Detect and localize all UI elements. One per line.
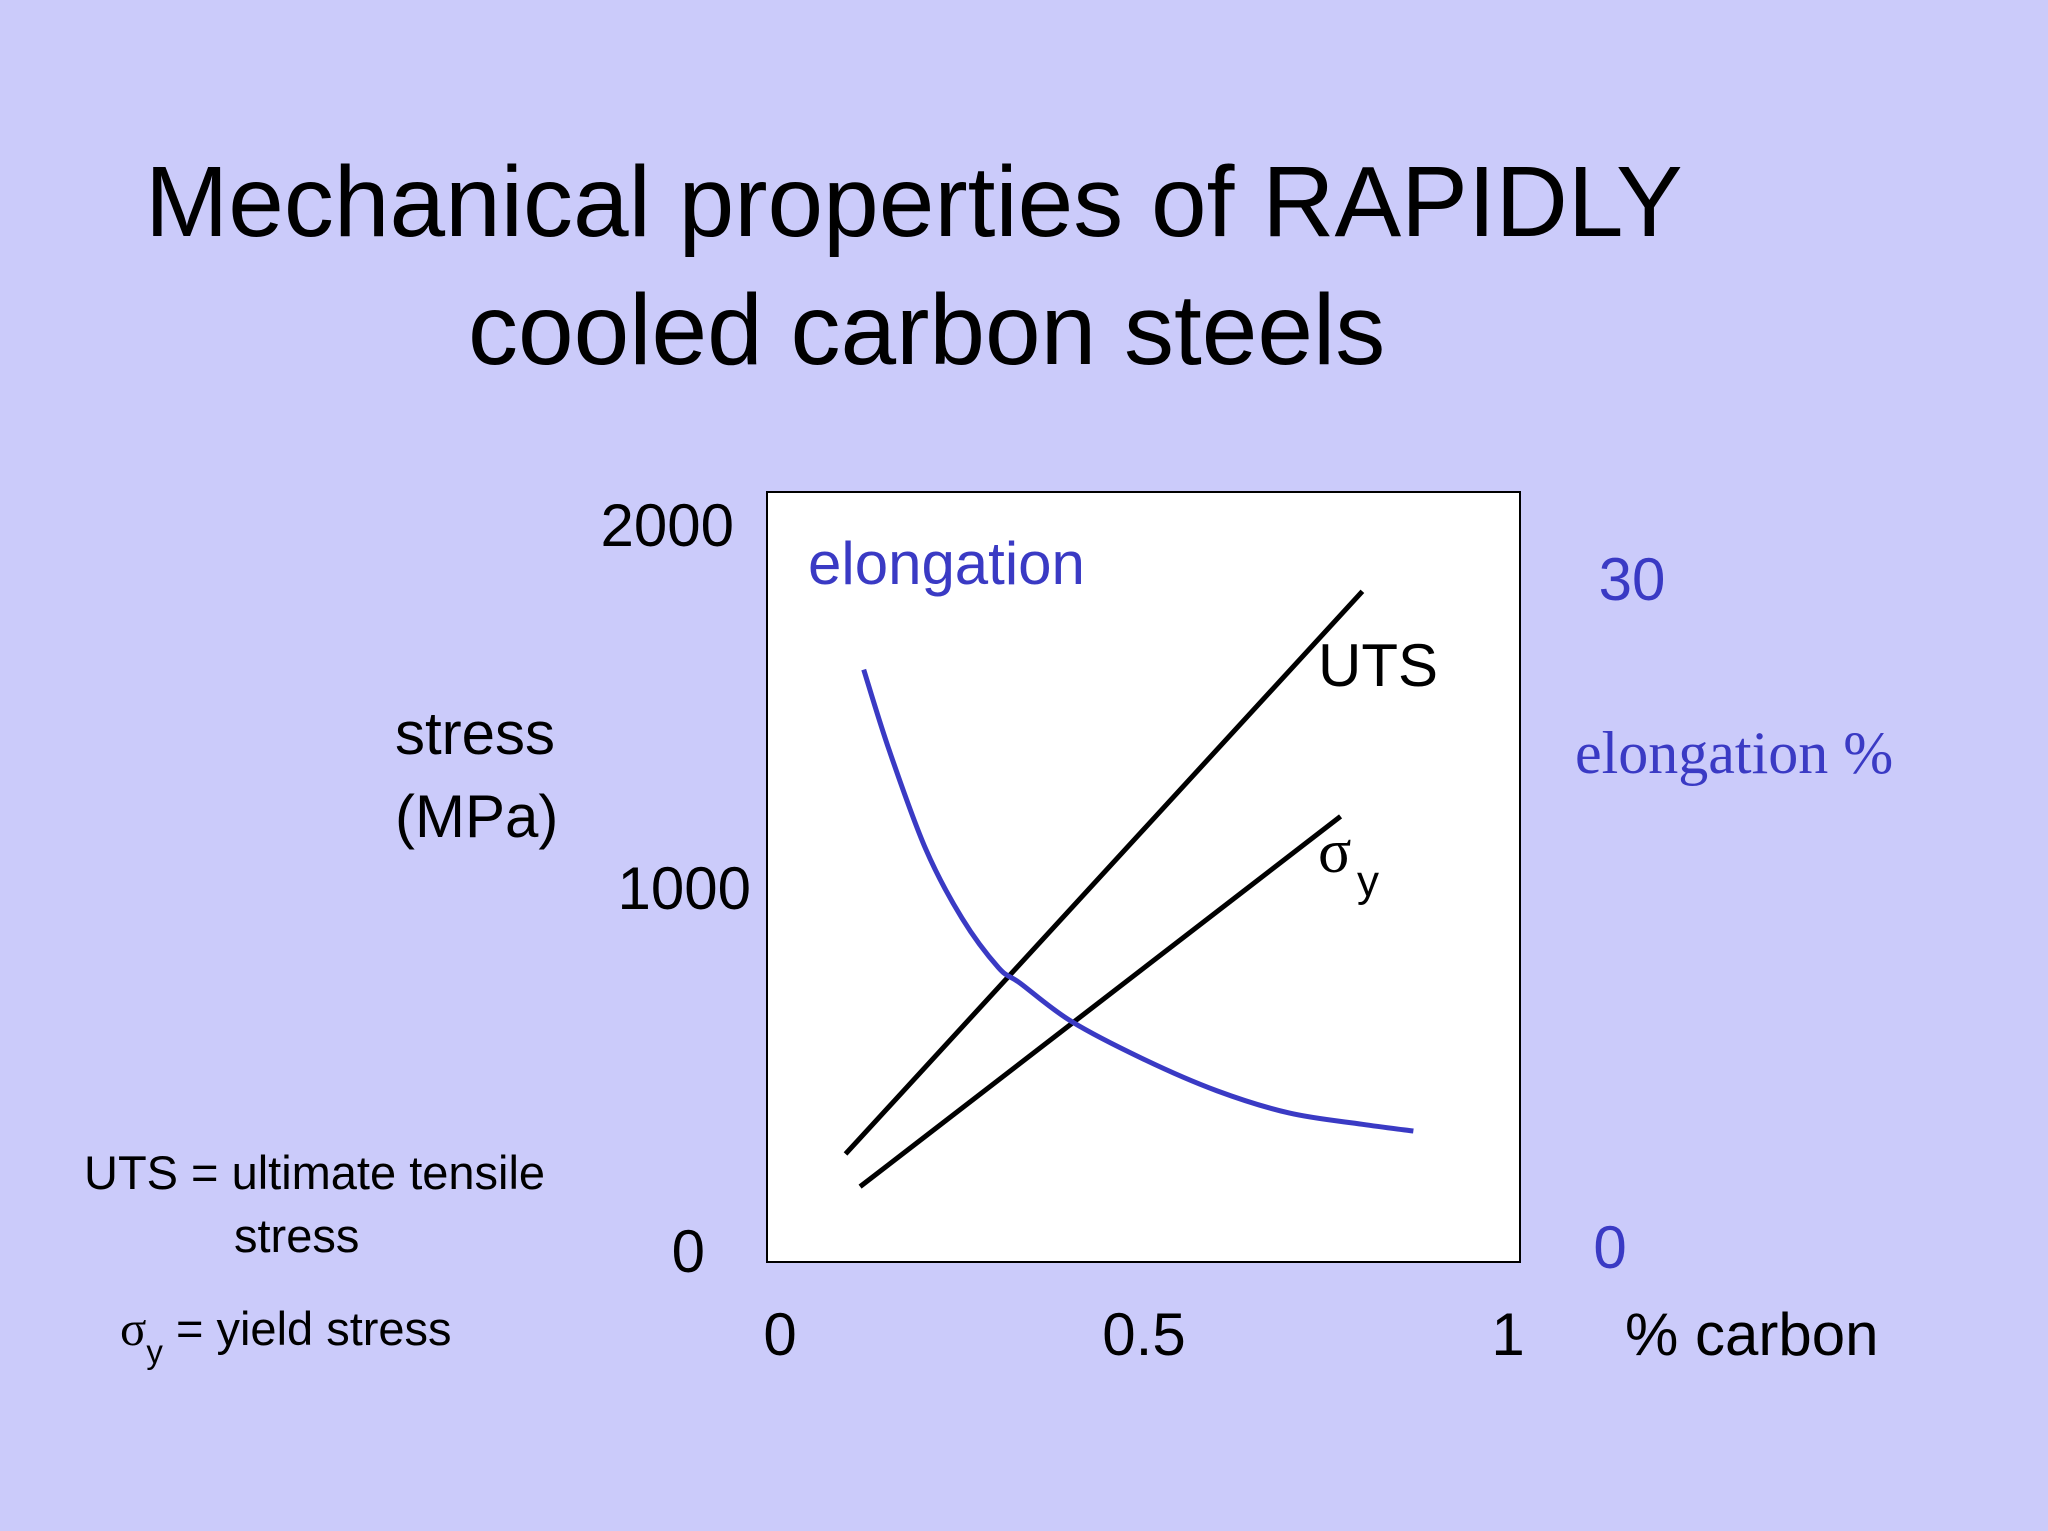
plot-area bbox=[766, 491, 1521, 1263]
slide-title-line-2: cooled carbon steels bbox=[468, 274, 1386, 386]
uts-definition-line-2: stress bbox=[234, 1209, 360, 1262]
x-tick-label-0-5: 0.5 bbox=[1102, 1301, 1185, 1368]
y-tick-label-1000: 1000 bbox=[618, 855, 751, 922]
y2-tick-label-30: 30 bbox=[1599, 546, 1666, 613]
elongation-series-label: elongation bbox=[808, 530, 1085, 597]
sigma-symbol: σ bbox=[120, 1301, 147, 1356]
y2-axis-label: elongation % bbox=[1575, 720, 1893, 786]
x-axis-label: % carbon bbox=[1625, 1301, 1878, 1368]
text-layer: 0 0.5 1 0 1000 2000 0 30 stress (MPa) elongation %… bbox=[395, 492, 1893, 1368]
series-line-uts bbox=[843, 589, 1365, 1156]
sigma-subscript: y bbox=[146, 1333, 163, 1370]
y-axis-label-line-1: stress bbox=[395, 700, 555, 767]
y-axis-label-line-2: (MPa) bbox=[395, 783, 558, 850]
series-layer bbox=[843, 589, 1414, 1189]
uts-definition-line-1: UTS = ultimate tensile bbox=[84, 1146, 546, 1199]
y2-tick-label-0: 0 bbox=[1593, 1214, 1626, 1281]
yield-stress-definition: σy = yield stress bbox=[120, 1300, 452, 1370]
slide-title-line-1: Mechanical properties of RAPIDLY bbox=[145, 146, 1683, 258]
series-line-yield-stress bbox=[858, 814, 1343, 1189]
x-tick-label-0: 0 bbox=[763, 1301, 796, 1368]
series-line-elongation bbox=[861, 668, 1414, 1134]
y-tick-label-2000: 2000 bbox=[601, 492, 734, 559]
sigma-series-label-subscript: y bbox=[1357, 857, 1379, 906]
y-tick-label-0: 0 bbox=[672, 1218, 705, 1285]
yield-stress-text: = yield stress bbox=[162, 1302, 452, 1355]
x-tick-label-1: 1 bbox=[1491, 1301, 1524, 1368]
uts-series-label: UTS bbox=[1318, 632, 1438, 699]
sigma-series-label: σ bbox=[1318, 818, 1351, 886]
